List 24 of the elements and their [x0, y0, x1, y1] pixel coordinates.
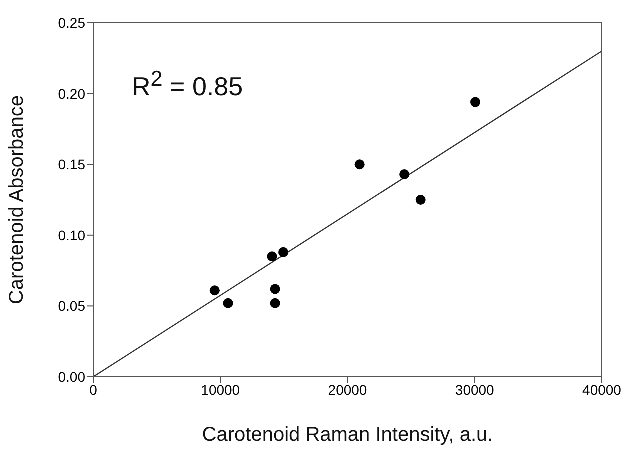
x-tick-label: 0 — [90, 382, 98, 398]
y-tick-label: 0.00 — [58, 368, 86, 385]
point — [270, 298, 280, 308]
point — [210, 286, 220, 296]
point — [278, 247, 289, 258]
x-tick-label: 30000 — [455, 382, 495, 398]
point — [270, 284, 280, 294]
y-tick-label: 0.20 — [58, 86, 86, 102]
x-tick-label: 20000 — [328, 382, 368, 398]
point — [354, 160, 365, 170]
y-axis-title: Carotenoid Absorbance — [6, 95, 28, 305]
y-tick-label: 0.25 — [58, 14, 86, 31]
point — [223, 298, 234, 308]
x-tick-label: 10000 — [201, 382, 240, 398]
y-tick-label: 0.10 — [58, 227, 86, 244]
point — [470, 97, 481, 108]
y-tick-label: 0.15 — [58, 156, 86, 173]
point — [267, 252, 278, 262]
annotation: R$^{2}$ = 0.85 — [132, 66, 244, 103]
y-tick-label: 0.05 — [58, 298, 86, 314]
point — [400, 170, 410, 180]
x-axis-title: Carotenoid Raman Intensity, a.u. — [202, 424, 494, 446]
x-tick-label: 40000 — [582, 382, 622, 398]
point — [416, 195, 426, 205]
